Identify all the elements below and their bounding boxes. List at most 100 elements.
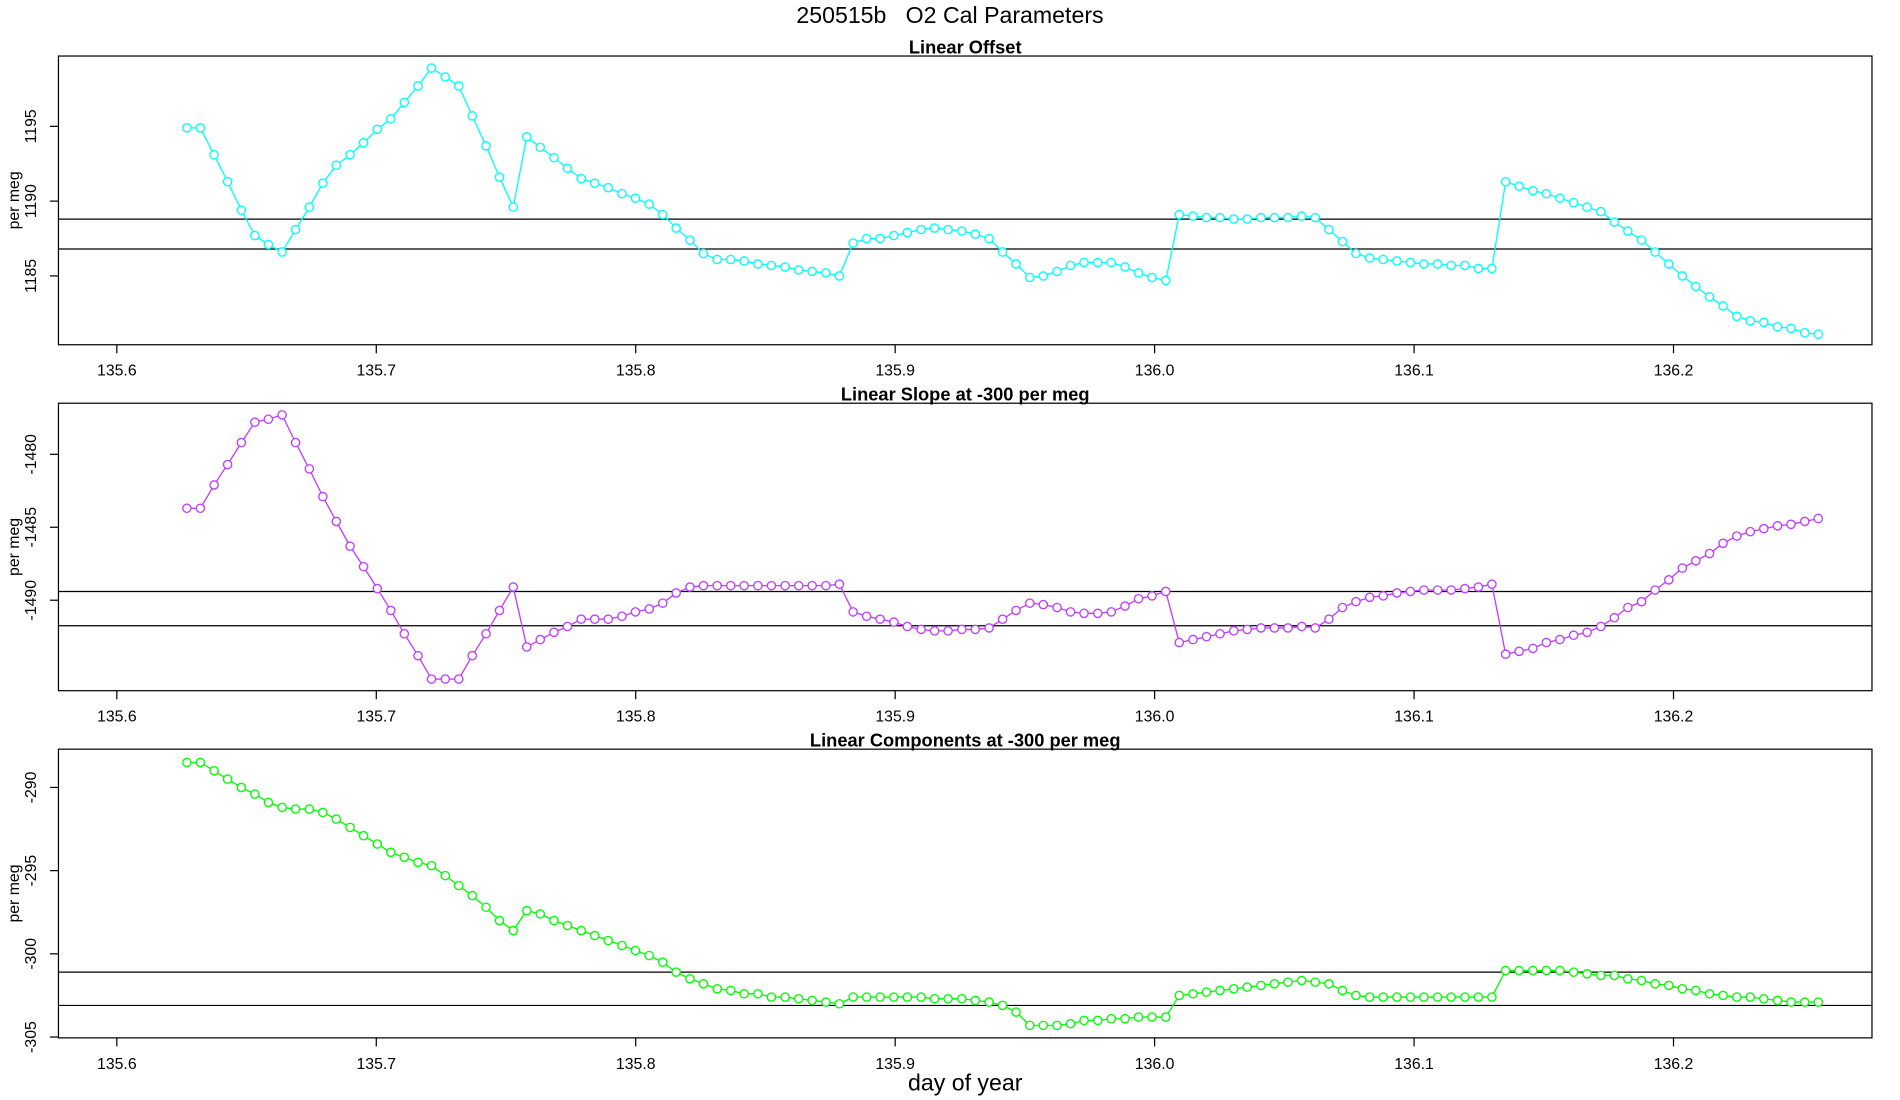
data-point [263, 797, 274, 808]
data-point [698, 580, 709, 591]
data-point [617, 940, 627, 951]
data-point [685, 235, 695, 245]
data-point [1337, 236, 1348, 247]
data-point [1419, 992, 1429, 1002]
data-point [1650, 585, 1660, 595]
data-point [549, 627, 559, 638]
data-point [1799, 997, 1810, 1007]
data-point [318, 491, 328, 502]
data-point [1188, 634, 1198, 645]
data-point [657, 598, 668, 608]
data-point [386, 847, 396, 858]
data-point [481, 902, 491, 913]
data-point [263, 414, 274, 425]
data-point [345, 149, 355, 160]
data-point [630, 607, 641, 617]
data-point [1337, 602, 1348, 613]
data-point [861, 992, 872, 1002]
data-point [195, 123, 206, 133]
data-point [698, 978, 709, 989]
data-point [1351, 990, 1361, 1001]
data-point [1337, 985, 1348, 996]
data-point [182, 123, 192, 133]
data-point [1147, 1012, 1157, 1022]
data-point [562, 920, 573, 931]
data-point [1392, 992, 1402, 1002]
data-point [1772, 520, 1783, 531]
plot-frame [57, 748, 1873, 1039]
data-point [1718, 990, 1728, 1001]
data-point [1269, 978, 1280, 989]
data-point [644, 950, 655, 961]
data-point [807, 266, 817, 277]
data-point [739, 256, 749, 266]
data-point [1324, 978, 1334, 989]
data-point [1732, 311, 1742, 322]
data-point [984, 623, 994, 633]
x-tick-label: 136.0 [1135, 1056, 1175, 1073]
data-point [793, 580, 804, 591]
data-point [1133, 1012, 1144, 1022]
data-point [1772, 321, 1783, 332]
data-point [685, 973, 695, 984]
data-point [1188, 988, 1198, 999]
data-point [1133, 593, 1144, 604]
data-point [1025, 598, 1035, 608]
data-point [399, 97, 410, 108]
data-point [1201, 212, 1212, 223]
data-point [902, 992, 913, 1002]
y-tick-label: 1195 [23, 109, 40, 143]
data-point [263, 239, 274, 250]
data-point [250, 417, 260, 427]
data-point [576, 173, 587, 184]
data-point [562, 163, 573, 174]
data-point [1582, 202, 1592, 212]
data-point [1269, 212, 1280, 223]
data-point [1677, 983, 1688, 994]
data-point [453, 81, 464, 91]
x-tick-label: 136.2 [1654, 1056, 1694, 1073]
data-point [277, 247, 287, 257]
y-axis-label: per meg [6, 171, 23, 229]
data-point [725, 580, 736, 591]
data-point [1188, 211, 1198, 221]
data-point [1065, 1018, 1076, 1029]
data-point [1514, 965, 1524, 976]
data-point [671, 967, 682, 977]
data-point [1487, 992, 1497, 1002]
data-point [848, 992, 858, 1002]
data-point [1786, 519, 1796, 530]
data-point [494, 172, 505, 183]
data-point [1528, 643, 1538, 654]
y-axis-label: per meg [6, 518, 23, 576]
data-point [1623, 602, 1633, 613]
data-point [644, 604, 655, 614]
data-point [440, 870, 451, 881]
data-point [1460, 583, 1470, 594]
x-tick-label: 136.0 [1135, 709, 1175, 726]
data-point [318, 178, 328, 188]
data-point [603, 182, 614, 193]
data-point [453, 880, 464, 891]
data-point [304, 464, 315, 474]
data-point [1092, 257, 1103, 268]
x-tick-label: 135.7 [356, 1056, 396, 1073]
data-point [1446, 992, 1456, 1002]
data-point [1310, 212, 1321, 223]
x-tick-label: 136.1 [1394, 709, 1434, 726]
data-point [1296, 621, 1307, 632]
data-point [1758, 317, 1769, 328]
data-point [426, 860, 437, 871]
data-point [1256, 623, 1266, 633]
data-point [929, 223, 940, 233]
data-point [1242, 624, 1253, 635]
data-point [657, 209, 668, 220]
data-point [970, 624, 981, 635]
data-point [997, 247, 1008, 257]
x-tick-label: 136.1 [1394, 1056, 1434, 1073]
data-point [1758, 993, 1769, 1004]
data-point [984, 997, 994, 1007]
data-point [494, 915, 505, 926]
data-point [535, 634, 546, 645]
